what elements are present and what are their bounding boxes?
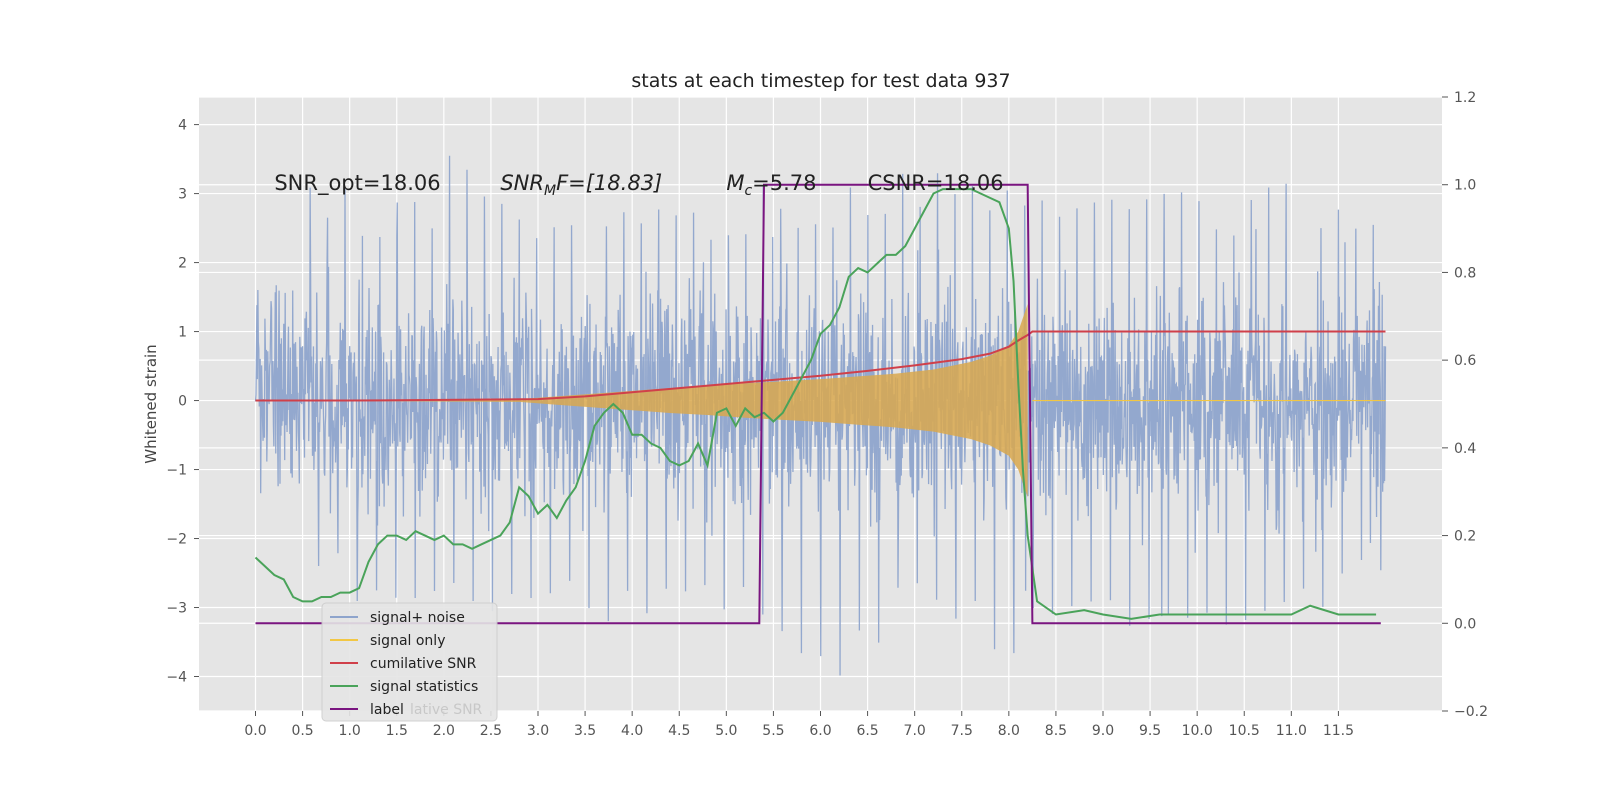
legend-label: cumilative SNR [370, 656, 477, 672]
legend-label: signal+ noise [370, 610, 465, 626]
x-tick-label: 6.0 [809, 723, 831, 739]
x-tick-label: 4.5 [668, 723, 690, 739]
x-tick-label: 3.5 [574, 723, 596, 739]
y2-tick-label: 1.2 [1454, 90, 1476, 106]
y2-tick-label: 0.4 [1454, 441, 1476, 457]
annotations: SNR_opt=18.06 SNRMF=[18.83] Mc=5.78 CSNR=18… [274, 171, 1003, 199]
y-tick-label: −2 [166, 532, 187, 548]
signal-noise-series [254, 155, 1387, 676]
y-tick-label: −1 [166, 463, 187, 479]
y2-tick-label: 0.6 [1454, 353, 1476, 369]
cumilative-snr-line [255, 330, 1386, 402]
signal-noise-line [254, 155, 1387, 676]
y2-tick-label: 0.8 [1454, 265, 1476, 281]
legend-label: signal statistics [370, 679, 478, 695]
x-tick-label: 8.5 [1045, 723, 1067, 739]
legend-label: label [370, 702, 404, 718]
y-tick-label: 4 [178, 118, 187, 134]
annotation-text: Mc=5.78 [726, 171, 816, 199]
y-tick-label: 1 [178, 325, 187, 341]
x-tick-label: 5.0 [715, 723, 737, 739]
signal-statistics-line [254, 188, 1377, 620]
legend-hidden-text: lative SNR [410, 702, 483, 718]
y2-tick-label: 0.2 [1454, 529, 1476, 545]
y-axis-left: 4 3 2 1 0 −1 −2 −3 −4 [166, 118, 199, 686]
annotation-text: CSNR=18.06 [868, 171, 1004, 195]
y-axis-label: Whitened strain [142, 344, 160, 463]
y2-tick-label: −0.2 [1454, 704, 1488, 720]
x-axis: 0.0 0.5 1.0 1.5 2.0 2.5 3.0 3.5 4.0 4.5 5.0 5.5 6.0 6… [244, 711, 1354, 739]
x-tick-label: 10.5 [1229, 723, 1260, 739]
line-series [254, 183, 1386, 625]
x-tick-label: 10.0 [1182, 723, 1213, 739]
legend-label: signal only [370, 633, 445, 649]
y2-tick-label: 1.0 [1454, 178, 1476, 194]
annotation-text: SNRMF=[18.83] [500, 171, 662, 199]
x-tick-label: 0.0 [244, 723, 266, 739]
y-axis-right: 1.2 1.0 0.8 0.6 0.4 0.2 0.0 −0.2 [1442, 90, 1488, 720]
y-tick-label: 3 [178, 187, 187, 203]
x-tick-label: 8.0 [998, 723, 1020, 739]
x-tick-label: 11.0 [1276, 723, 1307, 739]
legend-box [321, 602, 498, 722]
x-tick-label: 1.5 [386, 723, 408, 739]
x-tick-label: 2.5 [480, 723, 502, 739]
y-tick-label: 0 [178, 394, 187, 410]
label-line [255, 183, 1381, 625]
x-tick-label: 11.5 [1323, 723, 1354, 739]
y2-tick-label: 0.0 [1454, 616, 1476, 632]
x-tick-label: 5.5 [762, 723, 784, 739]
signal-only-series [255, 303, 1386, 498]
chart-title: stats at each timestep for test data 937 [631, 70, 1010, 92]
y-tick-label: −3 [166, 601, 187, 617]
y-tick-label: 2 [178, 256, 187, 272]
y-tick-label: −4 [166, 670, 187, 686]
annotation-text: SNR_opt=18.06 [274, 171, 440, 196]
x-tick-label: 7.5 [951, 723, 973, 739]
x-tick-label: 1.0 [339, 723, 361, 739]
x-tick-label: 2.0 [433, 723, 455, 739]
x-tick-label: 4.0 [621, 723, 643, 739]
x-tick-label: 9.0 [1092, 723, 1114, 739]
x-tick-label: 7.0 [904, 723, 926, 739]
legend: signal+ noise signal only cumilative SNR si… [321, 602, 498, 722]
x-tick-label: 3.0 [527, 723, 549, 739]
x-tick-label: 0.5 [291, 723, 313, 739]
x-tick-label: 6.5 [856, 723, 878, 739]
signal-only-envelope [255, 303, 1028, 498]
x-tick-label: 9.5 [1139, 723, 1161, 739]
